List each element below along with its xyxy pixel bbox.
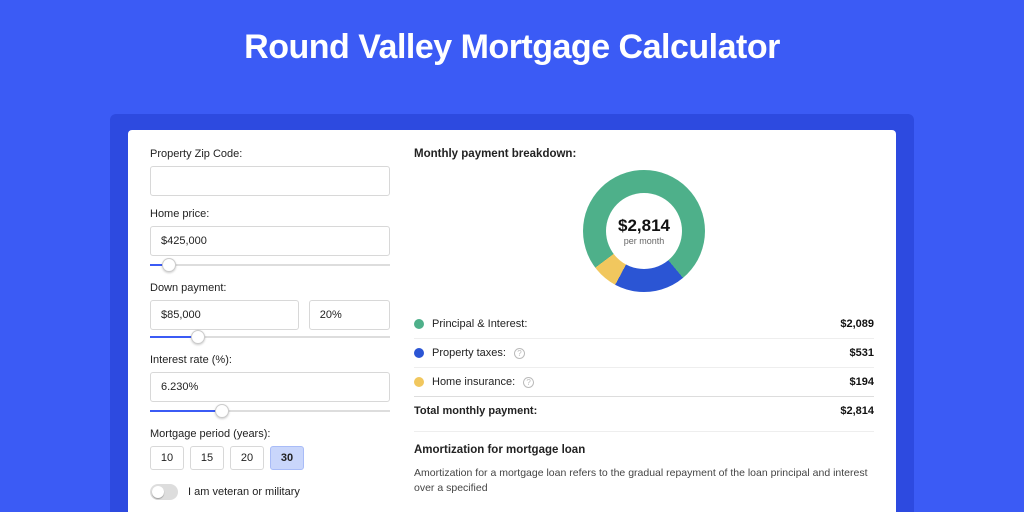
mortgage-period-buttons: 10152030 [150,446,390,470]
veteran-row: I am veteran or military [150,484,390,500]
mortgage-period-row: Mortgage period (years): 10152030 [150,428,390,470]
interest-rate-label: Interest rate (%): [150,354,390,366]
legend-row-principal_interest: Principal & Interest: $2,089 [414,310,874,338]
slider-thumb[interactable] [191,330,205,344]
interest-rate-row: Interest rate (%): [150,354,390,418]
legend-dot-icon [414,348,424,358]
down-payment-row: Down payment: [150,282,390,344]
home-price-label: Home price: [150,208,390,220]
legend-label: Principal & Interest: [432,318,527,330]
donut-center-amount: $2,814 [618,216,670,236]
down-payment-amount-input[interactable] [150,300,299,330]
period-option-10[interactable]: 10 [150,446,184,470]
legend-dot-icon [414,377,424,387]
legend-row-property_taxes: Property taxes:? $531 [414,338,874,367]
home-price-input[interactable] [150,226,390,256]
donut-center: $2,814 per month [606,193,682,269]
interest-rate-slider[interactable] [150,404,390,418]
home-price-slider[interactable] [150,258,390,272]
total-row: Total monthly payment: $2,814 [414,396,874,425]
legend-value: $2,089 [840,318,874,330]
breakdown-legend: Principal & Interest: $2,089 Property taxe… [414,310,874,396]
veteran-toggle[interactable] [150,484,178,500]
legend-label: Home insurance: [432,376,515,388]
legend-row-home_insurance: Home insurance:? $194 [414,367,874,396]
breakdown-column: Monthly payment breakdown: $2,814 per mo… [414,148,874,512]
period-option-30[interactable]: 30 [270,446,304,470]
period-option-15[interactable]: 15 [190,446,224,470]
slider-thumb[interactable] [162,258,176,272]
interest-rate-input[interactable] [150,372,390,402]
zip-row: Property Zip Code: [150,148,390,198]
total-label: Total monthly payment: [414,405,537,417]
zip-input[interactable] [150,166,390,196]
amortization-block: Amortization for mortgage loan Amortizat… [414,431,874,495]
donut-chart: $2,814 per month [583,170,705,292]
legend-value: $531 [850,347,874,359]
legend-value: $194 [850,376,874,388]
mortgage-period-label: Mortgage period (years): [150,428,390,440]
legend-dot-icon [414,319,424,329]
legend-label: Property taxes: [432,347,506,359]
period-option-20[interactable]: 20 [230,446,264,470]
veteran-label: I am veteran or military [188,486,300,498]
slider-thumb[interactable] [215,404,229,418]
down-payment-percent-input[interactable] [309,300,390,330]
page-title: Round Valley Mortgage Calculator [0,0,1024,67]
breakdown-title: Monthly payment breakdown: [414,148,874,160]
total-value: $2,814 [840,405,874,417]
amortization-title: Amortization for mortgage loan [414,444,874,456]
form-column: Property Zip Code: Home price: Down paym… [150,148,390,512]
down-payment-slider[interactable] [150,330,390,344]
info-icon[interactable]: ? [523,377,534,388]
down-payment-label: Down payment: [150,282,390,294]
home-price-row: Home price: [150,208,390,272]
donut-chart-wrap: $2,814 per month [414,170,874,292]
info-icon[interactable]: ? [514,348,525,359]
amortization-text: Amortization for a mortgage loan refers … [414,466,874,495]
donut-center-sub: per month [624,236,665,246]
zip-label: Property Zip Code: [150,148,390,160]
calculator-card: Property Zip Code: Home price: Down paym… [128,130,896,512]
